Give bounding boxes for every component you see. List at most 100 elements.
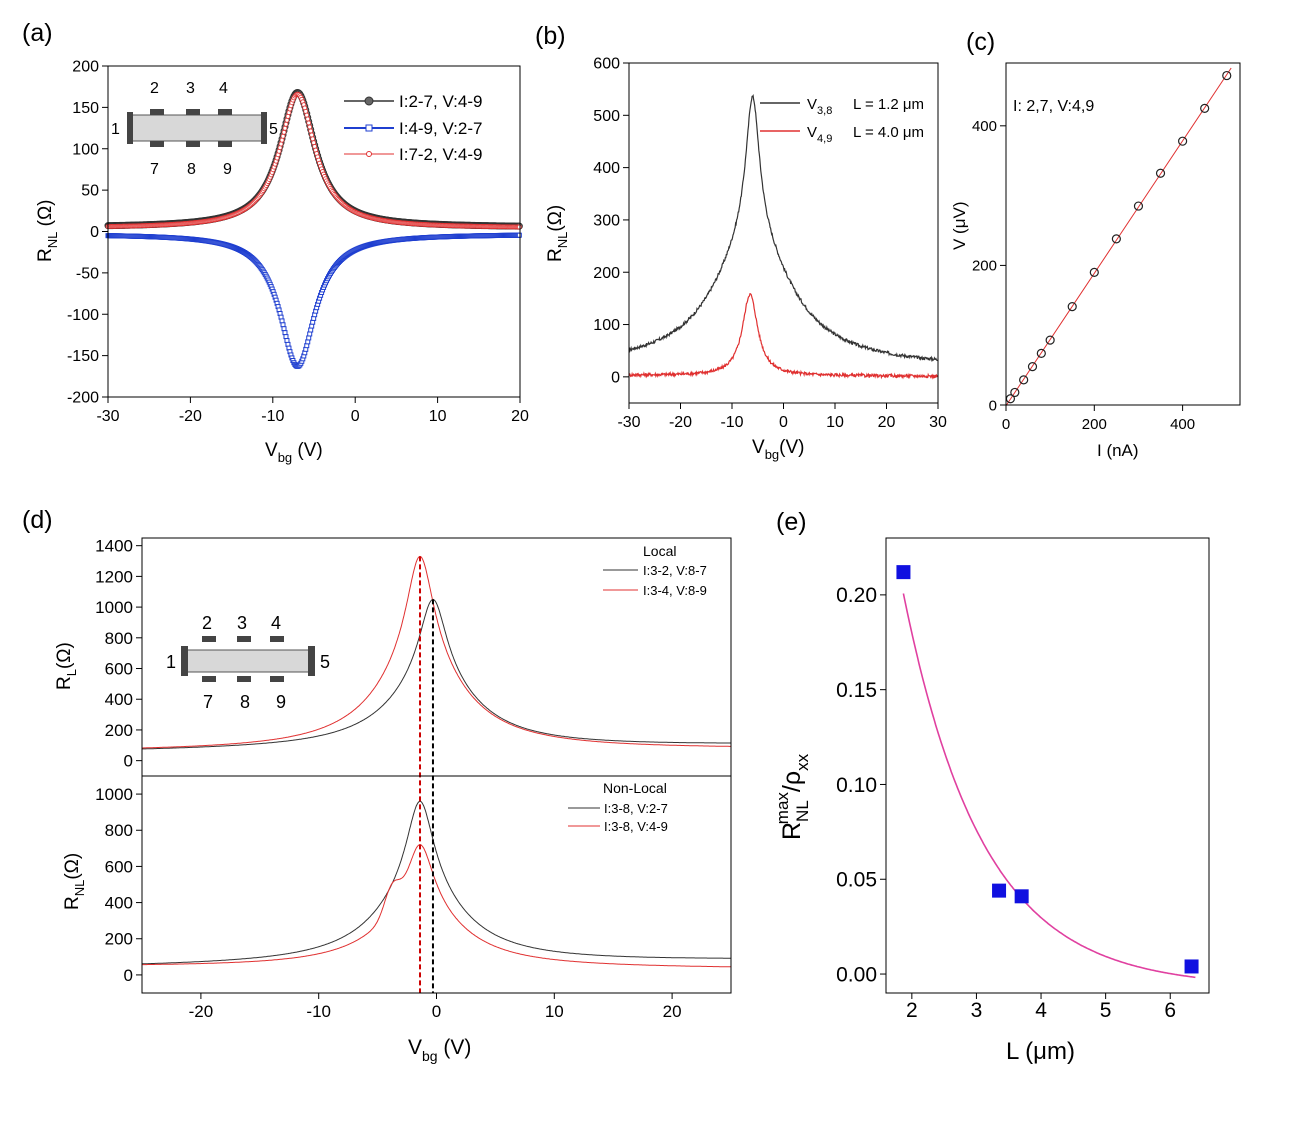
svg-text:Vbg (V): Vbg (V) bbox=[265, 440, 323, 465]
legend-entry-d-2: I:3-8, V:2-7 bbox=[568, 801, 668, 816]
panel-label-c: (c) bbox=[966, 28, 995, 56]
y-tick-label: -150 bbox=[67, 348, 99, 365]
point bbox=[282, 125, 288, 131]
y-tick-label: 50 bbox=[81, 183, 99, 200]
y-tick-label: 200 bbox=[972, 258, 997, 275]
point bbox=[307, 331, 313, 337]
y-tick-label: 200 bbox=[72, 59, 99, 76]
x-tick-label: 0 bbox=[432, 1002, 441, 1021]
panel-e-ylabel: RNLmax/ρxx bbox=[773, 753, 812, 840]
point bbox=[516, 224, 522, 230]
x-tick-label: 10 bbox=[429, 408, 447, 425]
y-tick-label: 300 bbox=[593, 213, 620, 230]
legend-entry-b-1: V4,9 L = 4.0 μm bbox=[760, 124, 924, 145]
point bbox=[308, 327, 314, 333]
data-point bbox=[1045, 335, 1055, 345]
legend-entry-d-3: I:3-8, V:4-9 bbox=[568, 819, 668, 834]
y-tick-label: 0 bbox=[611, 369, 620, 386]
svg-text:I:4-9, V:2-7: I:4-9, V:2-7 bbox=[399, 119, 482, 138]
point bbox=[516, 232, 522, 238]
panel-d-xlabel: Vbg (V) bbox=[408, 1036, 471, 1064]
y-tick-label: 400 bbox=[972, 118, 997, 135]
point bbox=[308, 128, 314, 134]
point bbox=[280, 133, 286, 139]
panel-b-legend: V3,8 L = 1.2 μm V4,9 L = 4.0 μm bbox=[760, 96, 924, 145]
series-b-0 bbox=[628, 94, 938, 363]
data-point bbox=[1155, 168, 1166, 178]
panel-label-d: (d) bbox=[22, 506, 53, 534]
panel-d-frame bbox=[141, 537, 732, 994]
series-d-0-0 bbox=[141, 598, 731, 750]
panel-c-xlabel: I (nA) bbox=[1097, 441, 1139, 460]
y-tick-label: 1200 bbox=[95, 567, 133, 586]
panel-c-data bbox=[1005, 67, 1232, 407]
y-tick-label: 1000 bbox=[95, 598, 133, 617]
x-tick-label: 0 bbox=[1002, 416, 1010, 433]
x-tick-label: 20 bbox=[878, 414, 896, 431]
point bbox=[307, 124, 313, 130]
x-tick-label: -20 bbox=[189, 1002, 214, 1021]
panel-e-data bbox=[896, 565, 1199, 979]
legend-entry-d-0: I:3-2, V:8-7 bbox=[603, 563, 707, 578]
svg-text:Non-Local: Non-Local bbox=[603, 780, 667, 796]
legend-entry-b-0: V3,8 L = 1.2 μm bbox=[760, 96, 924, 117]
x-tick-label: 10 bbox=[826, 414, 844, 431]
point bbox=[306, 335, 312, 341]
point bbox=[309, 132, 315, 138]
y-tick-label: 0 bbox=[124, 966, 133, 985]
x-tick-label: -10 bbox=[720, 414, 743, 431]
y-tick-label: 150 bbox=[72, 100, 99, 117]
y-tick-label: 0.20 bbox=[836, 584, 877, 607]
series-d-0-1 bbox=[142, 555, 731, 749]
svg-text:V3,8: V3,8 bbox=[807, 96, 832, 117]
svg-text:I:3-8, V:2-7: I:3-8, V:2-7 bbox=[604, 801, 668, 816]
panel-label-a: (a) bbox=[22, 19, 53, 47]
point bbox=[304, 112, 310, 118]
y-tick-label: 0.00 bbox=[836, 963, 877, 986]
series-b-1 bbox=[628, 292, 939, 380]
panel-e-ticks: 2 3 4 5 6 0.00 0.05 0.10 0.15 0.20 bbox=[836, 584, 1176, 1022]
y-tick-label: 400 bbox=[105, 690, 133, 709]
data-point bbox=[1010, 387, 1020, 398]
data-point bbox=[1067, 301, 1077, 312]
y-tick-label: 200 bbox=[593, 265, 620, 282]
data-point bbox=[1200, 103, 1210, 113]
x-tick-label: 3 bbox=[971, 999, 983, 1022]
panel-c-ticks: 0 200 400 0 200 400 bbox=[972, 118, 1195, 433]
panel-label-b: (b) bbox=[535, 22, 566, 50]
data-point bbox=[1019, 375, 1029, 385]
y-tick-label: 0.05 bbox=[836, 869, 877, 892]
x-tick-label: 2 bbox=[906, 999, 918, 1022]
x-tick-label: -10 bbox=[261, 408, 284, 425]
point bbox=[284, 117, 290, 123]
y-tick-label: 100 bbox=[593, 317, 620, 334]
svg-text:9: 9 bbox=[276, 692, 286, 712]
fit-curve bbox=[902, 593, 1196, 979]
y-tick-label: 400 bbox=[593, 160, 620, 177]
point bbox=[279, 137, 285, 143]
series-d-1-0 bbox=[142, 800, 731, 965]
svg-text:I:3-8, V:4-9: I:3-8, V:4-9 bbox=[604, 819, 668, 834]
x-tick-label: 0 bbox=[351, 408, 360, 425]
panel-d-data bbox=[141, 555, 731, 993]
x-tick-label: -30 bbox=[617, 414, 640, 431]
y-tick-label: 800 bbox=[105, 821, 133, 840]
svg-text:RNL(Ω): RNL(Ω) bbox=[62, 853, 87, 910]
data-point bbox=[992, 883, 1007, 898]
svg-text:RNL (Ω): RNL (Ω) bbox=[35, 200, 60, 263]
svg-text:2: 2 bbox=[202, 613, 212, 633]
panel-b-ylabel: RNL(Ω) bbox=[545, 205, 570, 262]
x-tick-label: 5 bbox=[1100, 999, 1112, 1022]
point bbox=[283, 334, 289, 340]
data-point bbox=[1184, 959, 1199, 974]
svg-text:RL(Ω): RL(Ω) bbox=[54, 642, 79, 690]
x-tick-label: 4 bbox=[1035, 999, 1047, 1022]
svg-text:8: 8 bbox=[187, 161, 196, 178]
svg-text:2: 2 bbox=[150, 80, 159, 97]
legend-entry-a-2: I:7-2, V:4-9 bbox=[344, 145, 482, 164]
svg-text:I:3-4, V:8-9: I:3-4, V:8-9 bbox=[643, 583, 707, 598]
